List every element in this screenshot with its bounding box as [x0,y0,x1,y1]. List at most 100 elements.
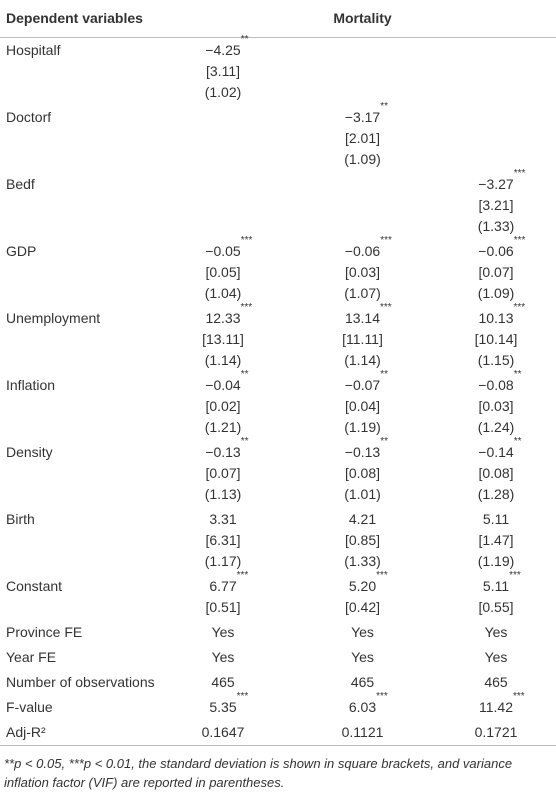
cell-line: −0.13 ** [157,437,289,463]
cell-value: 10.13 *** [478,302,526,327]
cell-value: 0.1721 [474,724,518,740]
cell-value: −0.08 ** [478,369,522,394]
cell-value: 0.1121 [341,724,384,740]
cell-value: 6.03 *** [348,691,388,716]
cell-line: 0.1647 [157,722,289,743]
cell-line: [13.11] [157,329,289,350]
cell-line: [3.11] [157,61,289,82]
cell-value: (1.09) [477,285,515,301]
table-cell: 6.03 *** [289,691,436,720]
row-label: Province FE [6,624,83,640]
row-label: Constant [6,578,63,594]
cell-value: (1.24) [477,419,515,435]
cell-value: (1.28) [477,486,515,502]
cell-value: −0.06 *** [478,235,526,260]
table-cell: 465 [436,670,556,695]
table-cell: 0.1121 [289,720,436,746]
table-cell: 3.31 [6.31] (1.17) [157,507,289,574]
cell-line: [0.08] [289,463,436,484]
cell-value: 5.11 *** [482,570,521,595]
cell-line: −0.05 *** [157,236,289,262]
cell-value: −0.14 ** [478,436,522,461]
cell-line: 6.03 *** [289,691,436,718]
table-cell: 10.13 *** [10.14] (1.15) [436,302,556,373]
cell-line: (1.09) [289,149,436,170]
cell-line: [6.31] [157,530,289,551]
cell-value: 6.77 *** [209,570,249,595]
cell-value: Yes [351,624,374,640]
table-header: Dependent variables Mortality [0,0,556,38]
table-row: Number of observations 465 465 465 [0,670,556,695]
cell-value: −3.17 ** [344,101,389,126]
table-cell [157,105,289,172]
table-cell: Yes [436,620,556,645]
cell-line: (1.02) [157,82,289,103]
header-spacer [157,0,289,38]
table-cell: 4.21 [0.85] (1.33) [289,507,436,574]
row-label: Adj-R² [0,720,157,746]
table-cell: 11.42 *** [436,691,556,720]
cell-value: 465 [211,674,235,690]
table-row: Year FE Yes Yes Yes [0,645,556,670]
cell-line: (1.33) [436,216,556,237]
cell-value: [3.11] [206,63,240,79]
table-cell: 5.11 *** [0.55] [436,570,556,620]
cell-value: 465 [484,674,508,690]
table-body: Hospitalf −4.25 ** [3.11] (1.02) Doctorf −3.17… [0,34,556,746]
cell-line: 0.1721 [436,722,556,743]
table-cell: −0.04 ** [0.02] (1.21) [157,370,289,440]
cell-value: [0.08] [344,465,381,481]
cell-line: (1.01) [289,484,436,505]
table-cell: −4.25 ** [3.11] (1.02) [157,34,289,106]
table-cell: 5.11 [1.47] (1.19) [436,507,556,574]
row-label: Number of observations [6,674,155,690]
cell-value: 5.11 [482,511,510,527]
cell-value: −0.13 ** [344,436,389,461]
cell-value: (1.19) [477,553,515,569]
cell-line: −0.13 ** [289,436,436,463]
cell-line: 0.1121 [289,722,436,743]
cell-line: (1.28) [436,484,556,505]
cell-value: (1.21) [204,419,242,435]
row-label: F-value [6,699,53,715]
cell-line: 12.33 *** [157,303,289,329]
cell-line: Yes [289,622,436,643]
row-label: Unemployment [6,310,101,326]
cell-line: [2.01] [289,128,436,149]
cell-line: 465 [436,672,556,693]
cell-value: [0.03] [478,398,514,414]
cell-value: −4.25 ** [205,34,249,59]
cell-line: Yes [289,647,436,668]
table-row: Province FE Yes Yes Yes [0,620,556,645]
cell-value: −0.07 ** [344,369,389,394]
cell-line: −3.17 ** [289,101,436,128]
table-cell: −0.13 ** [0.08] (1.01) [289,436,436,507]
cell-value: 13.14 *** [344,302,392,327]
cell-value: (1.13) [204,486,242,502]
cell-line: −4.25 ** [157,34,289,61]
cell-line: Yes [157,622,289,643]
header-label: Dependent variables [0,0,157,38]
cell-value: [0.04] [344,398,381,414]
cell-value: −3.27 *** [478,168,526,193]
table-row: Doctorf −3.17 ** [2.01] (1.09) [0,101,556,172]
table-cell: −0.08 ** [0.03] (1.24) [436,369,556,440]
table-row: Birth 3.31 [6.31] (1.17) 4.21 [0.85] (1.33) 5.1… [0,507,556,574]
row-label: Birth [6,511,35,527]
cell-value: 11.42 *** [479,691,525,716]
cell-line: [10.14] [436,329,556,350]
table-row: Inflation −0.04 ** [0.02] (1.21) −0.07 ** [0.04… [0,369,556,440]
cell-line: −0.06 *** [436,235,556,262]
cell-line: 11.42 *** [436,691,556,718]
table-cell: −0.07 ** [0.04] (1.19) [289,369,436,440]
table-row: Density −0.13 ** [0.07] (1.13) −0.13 ** [0.08] (… [0,436,556,507]
table-cell: −0.14 ** [0.08] (1.28) [436,436,556,507]
cell-line: 10.13 *** [436,302,556,329]
cell-value: (1.09) [344,151,381,167]
table-cell: 12.33 *** [13.11] (1.14) [157,303,289,373]
cell-value: (1.07) [344,285,381,301]
table-cell: 13.14 *** [11.11] (1.14) [289,302,436,373]
cell-line: (1.15) [436,350,556,371]
cell-line: (1.04) [157,283,289,304]
table-row: GDP −0.05 *** [0.05] (1.04) −0.06 *** [0.03] (1.… [0,235,556,306]
